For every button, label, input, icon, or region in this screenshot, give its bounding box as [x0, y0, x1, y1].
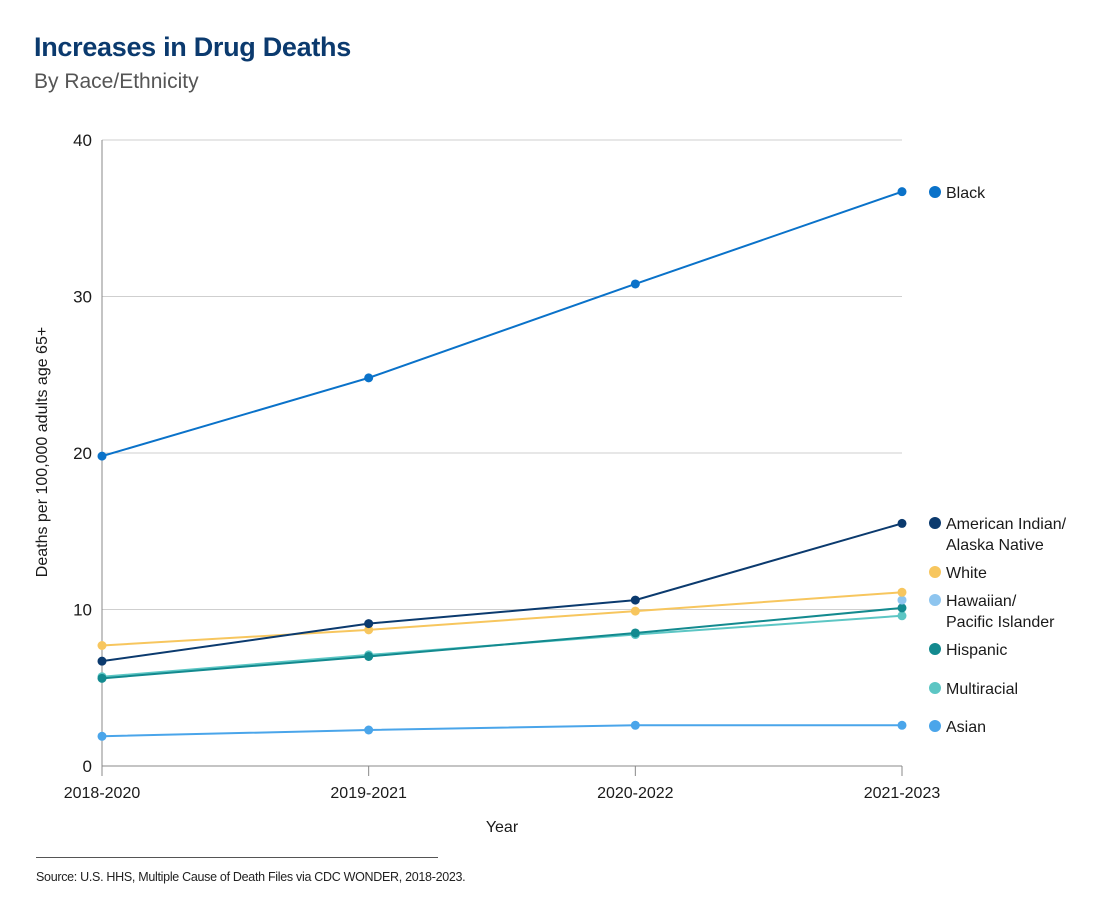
legend-label-hawaiian-pacific-islander-line2: Pacific Islander — [946, 614, 1055, 631]
data-point-white-2018-2020 — [97, 640, 107, 650]
x-tick-label-2018-2020: 2018-2020 — [64, 785, 141, 802]
y-axis-label: Deaths per 100,000 adults age 65+ — [34, 326, 51, 578]
legend-marker-hispanic — [929, 643, 941, 655]
data-point-hispanic-2021-2023 — [897, 603, 907, 613]
legend-marker-american-indian-alaska-native — [929, 517, 941, 529]
legend-label-american-indian-alaska-native-line2: Alaska Native — [946, 537, 1044, 554]
data-point-black-2020-2022 — [630, 279, 640, 289]
x-tick-label-2019-2021: 2019-2021 — [330, 785, 407, 802]
data-point-asian-2019-2021 — [364, 725, 374, 735]
legend-label-white: White — [946, 565, 987, 582]
legend-marker-black — [929, 186, 941, 198]
legend-label-asian: Asian — [946, 719, 986, 736]
series-line-american-indian-alaska-native — [101, 522, 903, 663]
data-point-black-2018-2020 — [97, 451, 107, 461]
x-tick-label-2021-2023: 2021-2023 — [864, 785, 941, 802]
source-note: Source: U.S. HHS, Multiple Cause of Deat… — [36, 870, 466, 884]
source-divider — [36, 857, 438, 858]
legend-label-hispanic: Hispanic — [946, 642, 1007, 659]
x-tick-label-2020-2022: 2020-2022 — [597, 785, 674, 802]
data-point-multiracial-2021-2023 — [897, 611, 907, 621]
data-point-white-2019-2021 — [364, 625, 374, 635]
data-point-hispanic-2019-2021 — [364, 651, 374, 661]
y-tick-label-20: 20 — [73, 444, 92, 463]
legend-marker-multiracial — [929, 682, 941, 694]
data-point-asian-2021-2023 — [897, 720, 907, 730]
legend-marker-white — [929, 566, 941, 578]
data-point-asian-2018-2020 — [97, 731, 107, 741]
y-tick-label-0: 0 — [83, 757, 92, 776]
y-tick-label-30: 30 — [73, 288, 92, 307]
series-line-asian — [101, 724, 902, 738]
data-point-hispanic-2020-2022 — [630, 628, 640, 638]
x-axis-label: Year — [486, 819, 519, 836]
chart-title: Increases in Drug Deaths — [34, 32, 351, 62]
legend-label-american-indian-alaska-native: American Indian/ — [946, 516, 1067, 533]
series-line-white — [101, 591, 903, 647]
data-point-hawaiian-pacific-islander-2021-2023 — [897, 595, 907, 605]
data-point-white-2021-2023 — [897, 587, 907, 597]
data-point-black-2021-2023 — [897, 187, 907, 197]
data-point-black-2019-2021 — [364, 373, 374, 383]
data-point-white-2020-2022 — [630, 606, 640, 616]
legend-marker-asian — [929, 720, 941, 732]
chart-subtitle: By Race/Ethnicity — [34, 70, 199, 93]
data-point-american-indian-alaska-native-2018-2020 — [97, 656, 107, 666]
y-tick-label-10: 10 — [73, 601, 92, 620]
data-point-american-indian-alaska-native-2020-2022 — [630, 595, 640, 605]
series-line-black — [101, 190, 903, 458]
data-point-asian-2020-2022 — [630, 720, 640, 730]
legend-label-black: Black — [946, 185, 986, 202]
legend-marker-hawaiian-pacific-islander — [929, 594, 941, 606]
data-point-hispanic-2018-2020 — [97, 673, 107, 683]
legend-label-hawaiian-pacific-islander: Hawaiian/ — [946, 593, 1017, 610]
series-line-hispanic — [101, 606, 903, 680]
legend-label-multiracial: Multiracial — [946, 681, 1018, 698]
y-tick-label-40: 40 — [73, 131, 92, 150]
data-point-american-indian-alaska-native-2019-2021 — [364, 619, 374, 629]
data-point-american-indian-alaska-native-2021-2023 — [897, 518, 907, 528]
